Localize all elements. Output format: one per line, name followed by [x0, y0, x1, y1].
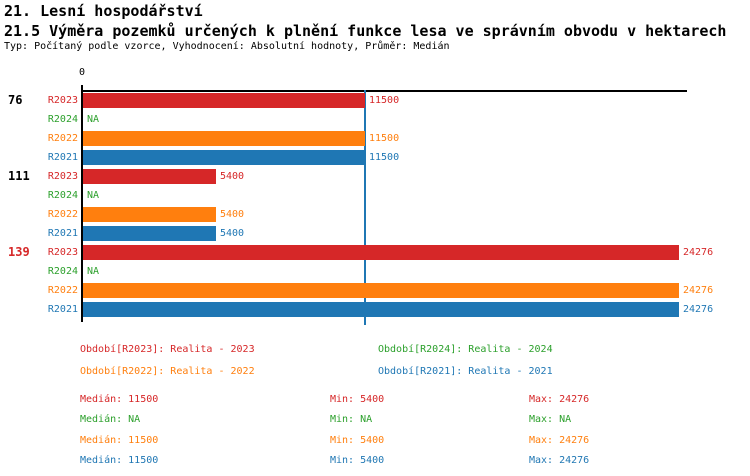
bar — [83, 207, 216, 222]
bar-value-label: 24276 — [683, 247, 714, 258]
bar-row-label: R2022 — [47, 209, 78, 220]
bar-row-label: R2023 — [47, 95, 78, 106]
chart-meta: Typ: Počítaný podle vzorce, Vyhodnocení:… — [4, 41, 450, 52]
stat-median: Medián: NA — [80, 414, 141, 425]
stat-min: Min: 5400 — [330, 394, 385, 405]
y-axis-line — [81, 85, 83, 322]
bar-row-label: R2023 — [47, 171, 78, 182]
legend-item: Období[R2024]: Realita - 2024 — [378, 344, 553, 355]
group-label: 139 — [8, 245, 30, 259]
stat-min: Min: NA — [330, 414, 373, 425]
bar-row-label: R2021 — [47, 152, 78, 163]
bar-row-label: R2021 — [47, 228, 78, 239]
bar-row-label: R2021 — [47, 304, 78, 315]
bar-value-label: 24276 — [683, 285, 714, 296]
bar — [83, 150, 365, 165]
bar — [83, 302, 679, 317]
bar-value-label: 11500 — [369, 152, 400, 163]
stat-median: Medián: 11500 — [80, 435, 159, 446]
page-title: 21. Lesní hospodářství — [4, 2, 203, 20]
group-label: 111 — [8, 169, 30, 183]
stat-max: Max: NA — [529, 414, 572, 425]
bar-row-label: R2024 — [47, 190, 78, 201]
stat-median: Medián: 11500 — [80, 455, 159, 466]
x-axis-top-line — [81, 90, 687, 92]
legend-item: Období[R2023]: Realita - 2023 — [80, 344, 255, 355]
bar-na-label: NA — [87, 266, 100, 277]
bar-value-label: 24276 — [683, 304, 714, 315]
chart-subtitle: 21.5 Výměra pozemků určených k plnění fu… — [4, 22, 727, 40]
x-axis-zero-label: 0 — [78, 67, 86, 78]
bar-value-label: 5400 — [220, 228, 245, 239]
bar-value-label: 5400 — [220, 171, 245, 182]
median-line — [364, 90, 366, 325]
stat-max: Max: 24276 — [529, 435, 590, 446]
stat-median: Medián: 11500 — [80, 394, 159, 405]
bar-na-label: NA — [87, 190, 100, 201]
legend-item: Období[R2021]: Realita - 2021 — [378, 366, 553, 377]
chart-area: 76 R2023 11500 R2024 NA R2022 11500 R2021 11500 1… — [8, 85, 714, 325]
group-label: 76 — [8, 93, 23, 107]
bar-row-label: R2024 — [47, 266, 78, 277]
bar-row-label: R2024 — [47, 114, 78, 125]
bar — [83, 93, 365, 108]
bar-row-label: R2022 — [47, 285, 78, 296]
bar-na-label: NA — [87, 114, 100, 125]
bar-value-label: 11500 — [369, 95, 400, 106]
bar — [83, 169, 216, 184]
legend-item: Období[R2022]: Realita - 2022 — [80, 366, 255, 377]
bar — [83, 131, 365, 146]
stat-max: Max: 24276 — [529, 394, 590, 405]
bar-row-label: R2022 — [47, 133, 78, 144]
stat-min: Min: 5400 — [330, 455, 385, 466]
stat-min: Min: 5400 — [330, 435, 385, 446]
bar-value-label: 11500 — [369, 133, 400, 144]
bar-row-label: R2023 — [47, 247, 78, 258]
bar — [83, 283, 679, 298]
stat-max: Max: 24276 — [529, 455, 590, 466]
bar — [83, 245, 679, 260]
bar-value-label: 5400 — [220, 209, 245, 220]
bar — [83, 226, 216, 241]
